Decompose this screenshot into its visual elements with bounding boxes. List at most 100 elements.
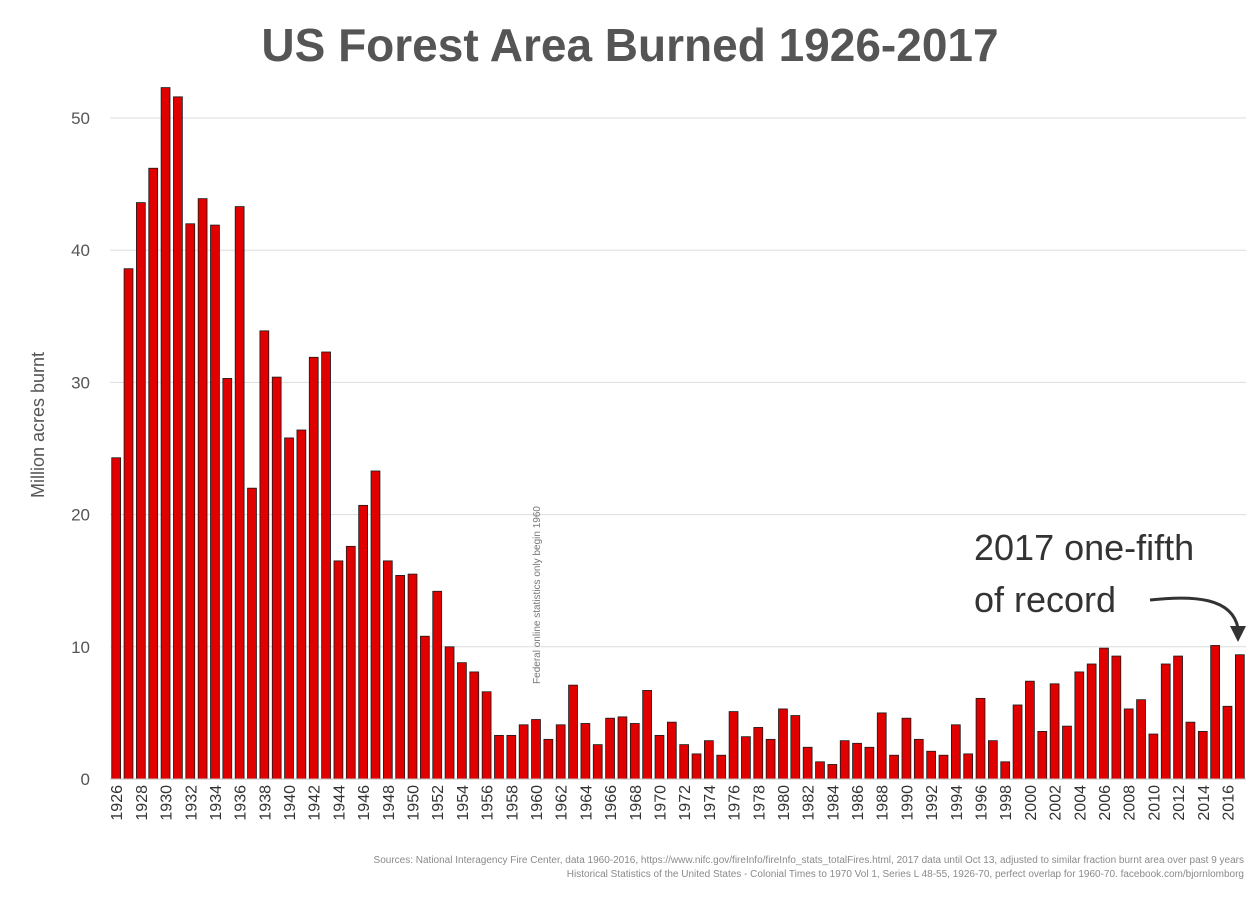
bar (210, 224, 220, 780)
callout-arrow (1149, 596, 1246, 642)
x-tick-label: 1974 (702, 785, 719, 821)
y-tick-label: 30 (71, 373, 90, 392)
bar (839, 740, 850, 780)
x-tick-label: 1976 (727, 785, 744, 821)
bar (827, 764, 838, 780)
y-axis-label: Million acres burnt (28, 352, 48, 498)
bar (333, 560, 344, 780)
bar (913, 738, 924, 780)
bar (642, 690, 652, 780)
bar (1123, 708, 1134, 780)
bar (1210, 645, 1220, 780)
bar (296, 429, 307, 780)
x-tick-label: 1970 (652, 785, 669, 821)
bar (469, 671, 480, 780)
x-tick-label: 1934 (208, 785, 225, 821)
bar (1222, 705, 1233, 780)
x-tick-label: 1992 (924, 785, 941, 821)
bar (704, 740, 714, 780)
bar (284, 437, 294, 780)
x-tick-label: 1936 (233, 785, 250, 821)
x-tick-label: 2012 (1171, 785, 1188, 821)
bar (617, 716, 628, 780)
bar (1197, 731, 1208, 780)
x-tick-label: 1968 (628, 785, 645, 821)
bar (543, 738, 554, 780)
bar (580, 723, 591, 780)
bar (111, 457, 122, 780)
bar (432, 590, 443, 780)
callout-text-line2: of record (974, 579, 1116, 620)
bar (444, 646, 455, 780)
bar (629, 723, 640, 780)
bar (938, 754, 949, 780)
x-tick-label: 1980 (776, 785, 793, 821)
bar (247, 487, 257, 780)
bar (494, 734, 504, 780)
bar (1234, 654, 1245, 780)
bar (457, 662, 467, 780)
x-tick-label: 2000 (1023, 785, 1040, 821)
x-tick-label: 1960 (529, 785, 546, 821)
bar (1049, 683, 1060, 780)
x-tick-label: 1990 (899, 785, 916, 821)
x-tick-label: 1964 (578, 785, 595, 821)
x-tick-label: 2008 (1122, 785, 1139, 821)
callout-arrow-head (1230, 626, 1246, 642)
bar (1037, 731, 1048, 780)
x-tick-label: 2014 (1196, 785, 1213, 821)
bar (679, 744, 690, 780)
bar (568, 684, 578, 780)
bar (1111, 655, 1122, 780)
bar (988, 740, 998, 780)
bar (518, 724, 529, 780)
x-tick-label: 2006 (1097, 785, 1114, 821)
x-tick-label: 1952 (430, 785, 447, 821)
x-tick-label: 1996 (974, 785, 991, 821)
bar (481, 691, 492, 780)
bar (1062, 725, 1072, 780)
x-tick-label: 1962 (554, 785, 571, 821)
source-footnote: Sources: National Interagency Fire Cente… (144, 854, 1244, 882)
bar (605, 717, 615, 780)
bar (1025, 680, 1035, 780)
x-tick-label: 1966 (603, 785, 620, 821)
bar (1148, 733, 1159, 780)
bar (1000, 761, 1011, 780)
x-tick-label: 1940 (282, 785, 299, 821)
bar (531, 719, 541, 780)
x-tick-label: 1926 (109, 785, 126, 821)
bar (876, 712, 887, 780)
bar (1136, 699, 1146, 780)
x-tick-label: 2002 (1048, 785, 1065, 821)
x-tick-label: 1928 (134, 785, 151, 821)
y-axis-ticks: 0 10 20 30 40 50 (71, 109, 90, 789)
y-tick-label: 10 (71, 638, 90, 657)
bar (197, 198, 208, 780)
x-tick-label: 2016 (1220, 785, 1237, 821)
bar (185, 223, 196, 780)
bar (790, 715, 801, 780)
x-tick-label: 2010 (1146, 785, 1163, 821)
bar (136, 202, 146, 780)
bar (407, 573, 418, 780)
x-tick-label: 1932 (183, 785, 200, 821)
bar (259, 330, 270, 780)
bar (666, 721, 677, 780)
x-tick-label: 1982 (801, 785, 818, 821)
bar (728, 711, 739, 780)
bar (592, 744, 603, 780)
bar (765, 738, 776, 780)
bar (271, 376, 282, 780)
x-axis-ticks: 1926 1928 1930 1932 1934 1936 1938 1940 1942 1944… (109, 785, 1237, 821)
bar (654, 734, 665, 780)
bar (173, 96, 183, 780)
bar (1012, 704, 1023, 780)
y-tick-label: 50 (71, 109, 90, 128)
bar (123, 268, 134, 780)
bar (395, 575, 406, 780)
bar (975, 697, 986, 780)
bar (889, 754, 899, 780)
callout-text-line1: 2017 one-fifth (974, 527, 1194, 568)
